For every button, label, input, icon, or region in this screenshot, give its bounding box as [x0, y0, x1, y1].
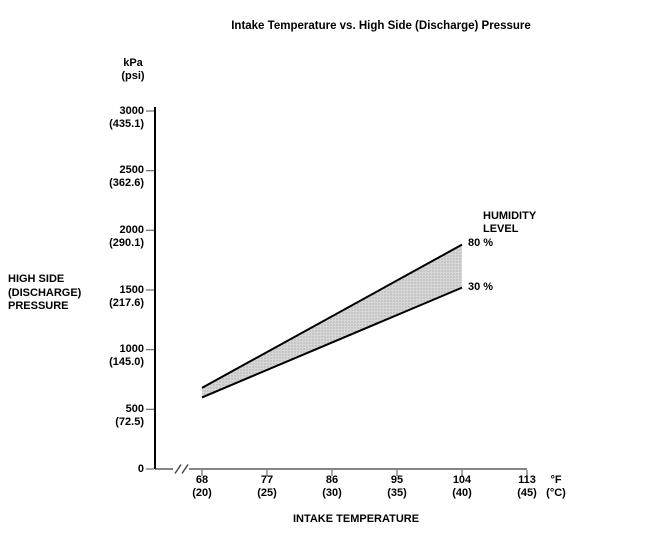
y-tick-label: 1500 (217.6)	[109, 283, 144, 309]
x-tick-label: 68 (20)	[192, 474, 212, 499]
y-tick-label: 1000 (145.0)	[109, 343, 144, 369]
y-axis-units: kPa (psi)	[103, 57, 163, 83]
x-tick-label: 104 (40)	[452, 474, 472, 499]
chart-title: Intake Temperature vs. High Side (Discha…	[231, 20, 531, 32]
x-tick-label: 77 (25)	[257, 474, 277, 499]
humidity-legend-title: HUMIDITY LEVEL	[483, 210, 537, 235]
y-tick-label: 3000 (435.1)	[109, 104, 144, 130]
y-tick-label: 0	[137, 462, 144, 475]
y-tick-label: 2500 (362.6)	[109, 164, 144, 190]
y-tick-label: 500 (72.5)	[115, 402, 144, 428]
x-axis-title: INTAKE TEMPERATURE	[292, 513, 420, 525]
x-axis-units: °F (°C)	[525, 474, 587, 500]
y-axis-unit-secondary: (psi)	[121, 70, 145, 82]
x-tick-label: 113 (45)	[517, 474, 537, 499]
y-tick-label: 2000 (290.1)	[109, 223, 144, 249]
x-tick-label: 86 (30)	[322, 474, 342, 499]
band-lower-label: 30 %	[468, 281, 494, 293]
humidity-band	[202, 244, 462, 398]
x-axis-unit-primary: °F	[550, 474, 562, 486]
x-tick-label: 95 (35)	[387, 474, 407, 499]
band-upper-label: 80 %	[468, 237, 494, 249]
x-axis-unit-secondary: (°C)	[546, 487, 566, 499]
y-axis-title: HIGH SIDE (DISCHARGE) PRESSURE	[8, 273, 82, 312]
y-axis-unit-primary: kPa	[123, 57, 143, 69]
